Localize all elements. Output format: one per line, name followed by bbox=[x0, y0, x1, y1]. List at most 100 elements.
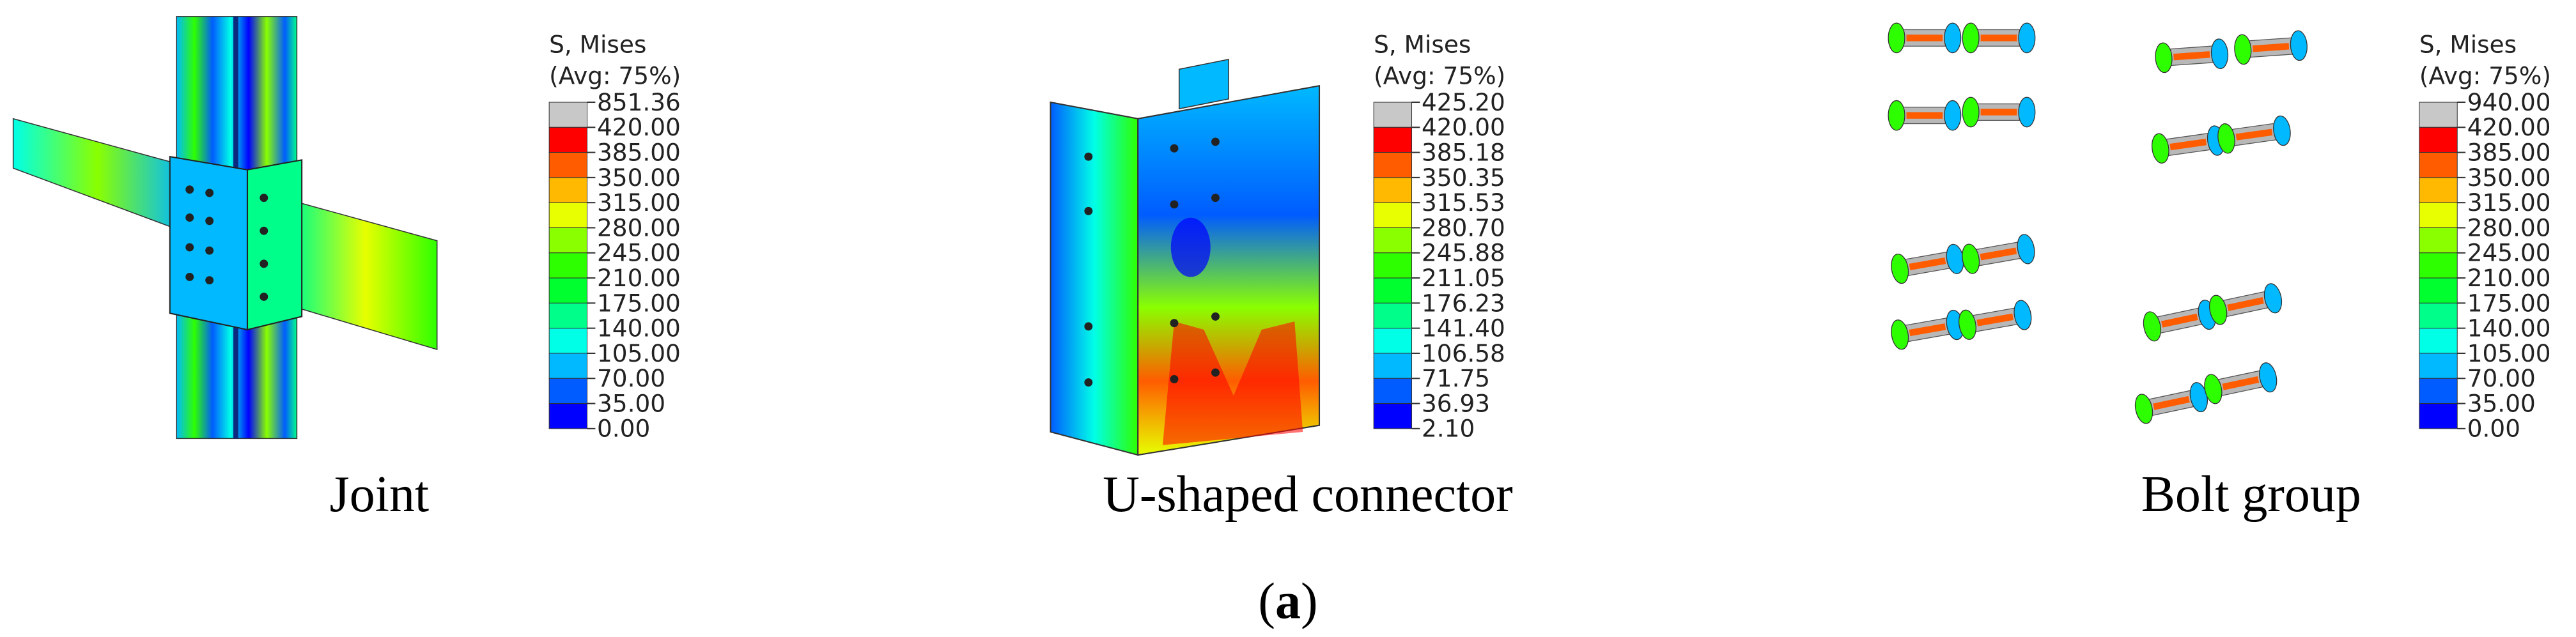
legend-swatch bbox=[548, 302, 588, 329]
legend-swatch bbox=[1373, 328, 1413, 354]
legend-label: 176.23 bbox=[1422, 289, 1505, 317]
legend-swatch bbox=[1373, 177, 1413, 203]
bolt-stress bbox=[2161, 313, 2198, 328]
bolt-stress bbox=[1980, 109, 2017, 116]
legend-label: 175.00 bbox=[597, 289, 681, 317]
legend-label: 211.05 bbox=[1422, 264, 1505, 292]
caption: Joint bbox=[330, 466, 430, 523]
legend-label: 350.35 bbox=[1422, 164, 1505, 192]
legend-label: 280.70 bbox=[1422, 213, 1505, 242]
legend-label: 350.00 bbox=[2467, 164, 2551, 192]
bolt-nut bbox=[2263, 283, 2283, 314]
bolt bbox=[2208, 283, 2283, 325]
bolt-stress bbox=[1906, 112, 1943, 119]
bolt-head bbox=[1891, 319, 1909, 350]
legend-swatch bbox=[548, 353, 588, 379]
legend-title: S, Mises bbox=[1374, 31, 1471, 59]
legend-swatch bbox=[2419, 302, 2458, 329]
bolt-head bbox=[1958, 309, 1976, 340]
bolt bbox=[1962, 96, 2036, 128]
legend-label: 175.00 bbox=[2467, 289, 2551, 317]
letter: a bbox=[1275, 574, 1301, 630]
bolt-head bbox=[2143, 311, 2162, 342]
legend-label: 140.00 bbox=[597, 314, 681, 342]
legend-swatch bbox=[548, 177, 588, 203]
legend-label: 280.00 bbox=[2467, 213, 2551, 242]
bolt bbox=[1962, 22, 2036, 54]
legend-label: 425.20 bbox=[1422, 88, 1505, 116]
bolt-head bbox=[2217, 123, 2235, 154]
legend-swatch bbox=[1373, 202, 1413, 228]
legend-label: 210.00 bbox=[2467, 264, 2551, 292]
legend-subtitle: (Avg: 75%) bbox=[1374, 62, 1505, 90]
caption: Bolt group bbox=[2141, 466, 2361, 523]
legend-swatch bbox=[1373, 227, 1413, 254]
bolt bbox=[2234, 30, 2308, 65]
legend-swatch bbox=[1373, 378, 1413, 404]
legend-label: 385.00 bbox=[2467, 138, 2551, 166]
legend-label: 0.00 bbox=[597, 415, 650, 443]
legend-swatch bbox=[548, 277, 588, 303]
bolt-nut bbox=[2017, 234, 2035, 265]
legend-label: 71.75 bbox=[1422, 364, 1490, 392]
bolt-stress bbox=[1909, 257, 1946, 270]
legend-swatch bbox=[1373, 353, 1413, 379]
legend-label: 245.00 bbox=[2467, 239, 2551, 267]
legend-label: 851.36 bbox=[597, 88, 681, 116]
legend-swatch bbox=[548, 403, 588, 429]
bolt-stress bbox=[2227, 297, 2264, 311]
bolt-head bbox=[1888, 22, 1905, 54]
legend-swatch bbox=[1373, 277, 1413, 303]
bolt bbox=[2143, 300, 2216, 342]
legend-swatch bbox=[2419, 252, 2458, 279]
legend-swatch bbox=[548, 152, 588, 178]
legend-label: 245.88 bbox=[1422, 239, 1505, 267]
bolt-head bbox=[2208, 295, 2228, 325]
legend-swatch bbox=[2419, 102, 2458, 128]
bolt bbox=[1962, 234, 2035, 274]
legend-swatch bbox=[1373, 403, 1413, 429]
bolt-stress bbox=[2173, 51, 2210, 61]
bolt-head bbox=[1962, 96, 1980, 128]
legend-swatch bbox=[2419, 328, 2458, 354]
bolt-stress bbox=[2252, 43, 2290, 52]
legend-label: 315.00 bbox=[597, 188, 681, 217]
bolt-group-model bbox=[1888, 22, 2308, 424]
bolt-stress bbox=[2235, 128, 2273, 141]
legend: S, Mises (Avg: 75%)851.36420.00385.00350.… bbox=[548, 31, 681, 443]
bolt-nut bbox=[2018, 22, 2036, 54]
bolt bbox=[1891, 243, 1964, 284]
legend-swatch bbox=[1373, 127, 1413, 153]
legend: S, Mises (Avg: 75%)425.20420.00385.18350.… bbox=[1373, 31, 1505, 443]
legend-label: 35.00 bbox=[597, 389, 665, 417]
bolt bbox=[2204, 362, 2277, 404]
legend-subtitle: (Avg: 75%) bbox=[549, 62, 681, 90]
legend-swatch bbox=[2419, 378, 2458, 404]
legend-label: 70.00 bbox=[2467, 364, 2536, 392]
u-connector-model bbox=[1050, 58, 1321, 456]
bolt-nut bbox=[2018, 96, 2036, 128]
bolt bbox=[1891, 309, 1964, 350]
bolt-head bbox=[2134, 394, 2153, 424]
legend-swatch bbox=[548, 102, 588, 128]
legend-label: 385.00 bbox=[597, 138, 681, 166]
legend-label: 315.53 bbox=[1422, 188, 1505, 217]
bolt bbox=[2134, 382, 2208, 424]
legend-swatch bbox=[2419, 202, 2458, 228]
bolt bbox=[2217, 115, 2291, 154]
legend-label: 2.10 bbox=[1422, 415, 1475, 443]
figure-label: (a) bbox=[1258, 574, 1317, 630]
legend-swatch bbox=[1373, 302, 1413, 329]
legend-swatch bbox=[2419, 403, 2458, 429]
legend-label: 140.00 bbox=[2467, 314, 2551, 342]
legend-label: 36.93 bbox=[1422, 389, 1490, 417]
bolt-nut bbox=[2210, 38, 2229, 70]
legend-label: 315.00 bbox=[2467, 188, 2551, 217]
bolt-stress bbox=[2153, 395, 2190, 410]
bolt bbox=[1888, 100, 1962, 131]
legend-label: 420.00 bbox=[1422, 113, 1505, 141]
bolt-head bbox=[2152, 133, 2169, 164]
bolt-stress bbox=[2169, 139, 2207, 151]
